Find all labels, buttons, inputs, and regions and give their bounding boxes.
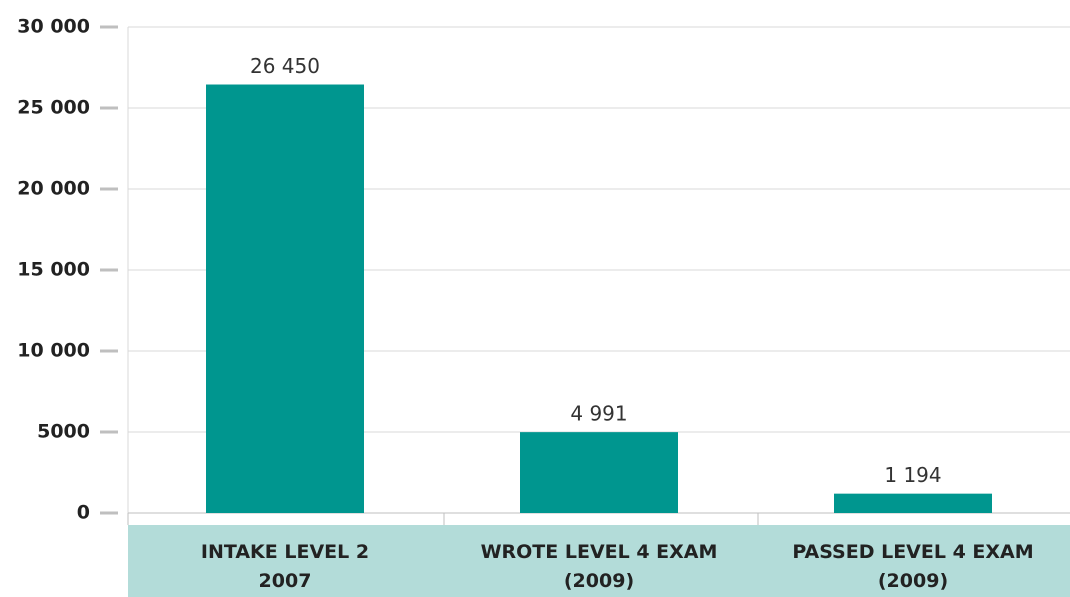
bar bbox=[206, 84, 364, 513]
x-tick-label: PASSED LEVEL 4 EXAM (2009) bbox=[792, 541, 1033, 592]
y-tick-label: 10 000 bbox=[17, 340, 90, 362]
category-band bbox=[128, 525, 1070, 597]
y-tick-label: 25 000 bbox=[17, 97, 90, 119]
y-tick-label: 20 000 bbox=[17, 178, 90, 200]
value-label: 4 991 bbox=[570, 402, 627, 426]
bar bbox=[834, 493, 992, 513]
value-label: 1 194 bbox=[884, 463, 941, 487]
y-tick-label: 30 000 bbox=[17, 16, 90, 38]
y-tick-label: 15 000 bbox=[17, 259, 90, 281]
y-tick-label: 0 bbox=[77, 502, 90, 524]
bar bbox=[520, 432, 678, 513]
y-tick-label: 5000 bbox=[37, 421, 90, 443]
x-tick-label: INTAKE LEVEL 2 2007 bbox=[201, 541, 369, 592]
x-tick-label: WROTE LEVEL 4 EXAM (2009) bbox=[481, 541, 718, 592]
value-label: 26 450 bbox=[250, 54, 320, 78]
